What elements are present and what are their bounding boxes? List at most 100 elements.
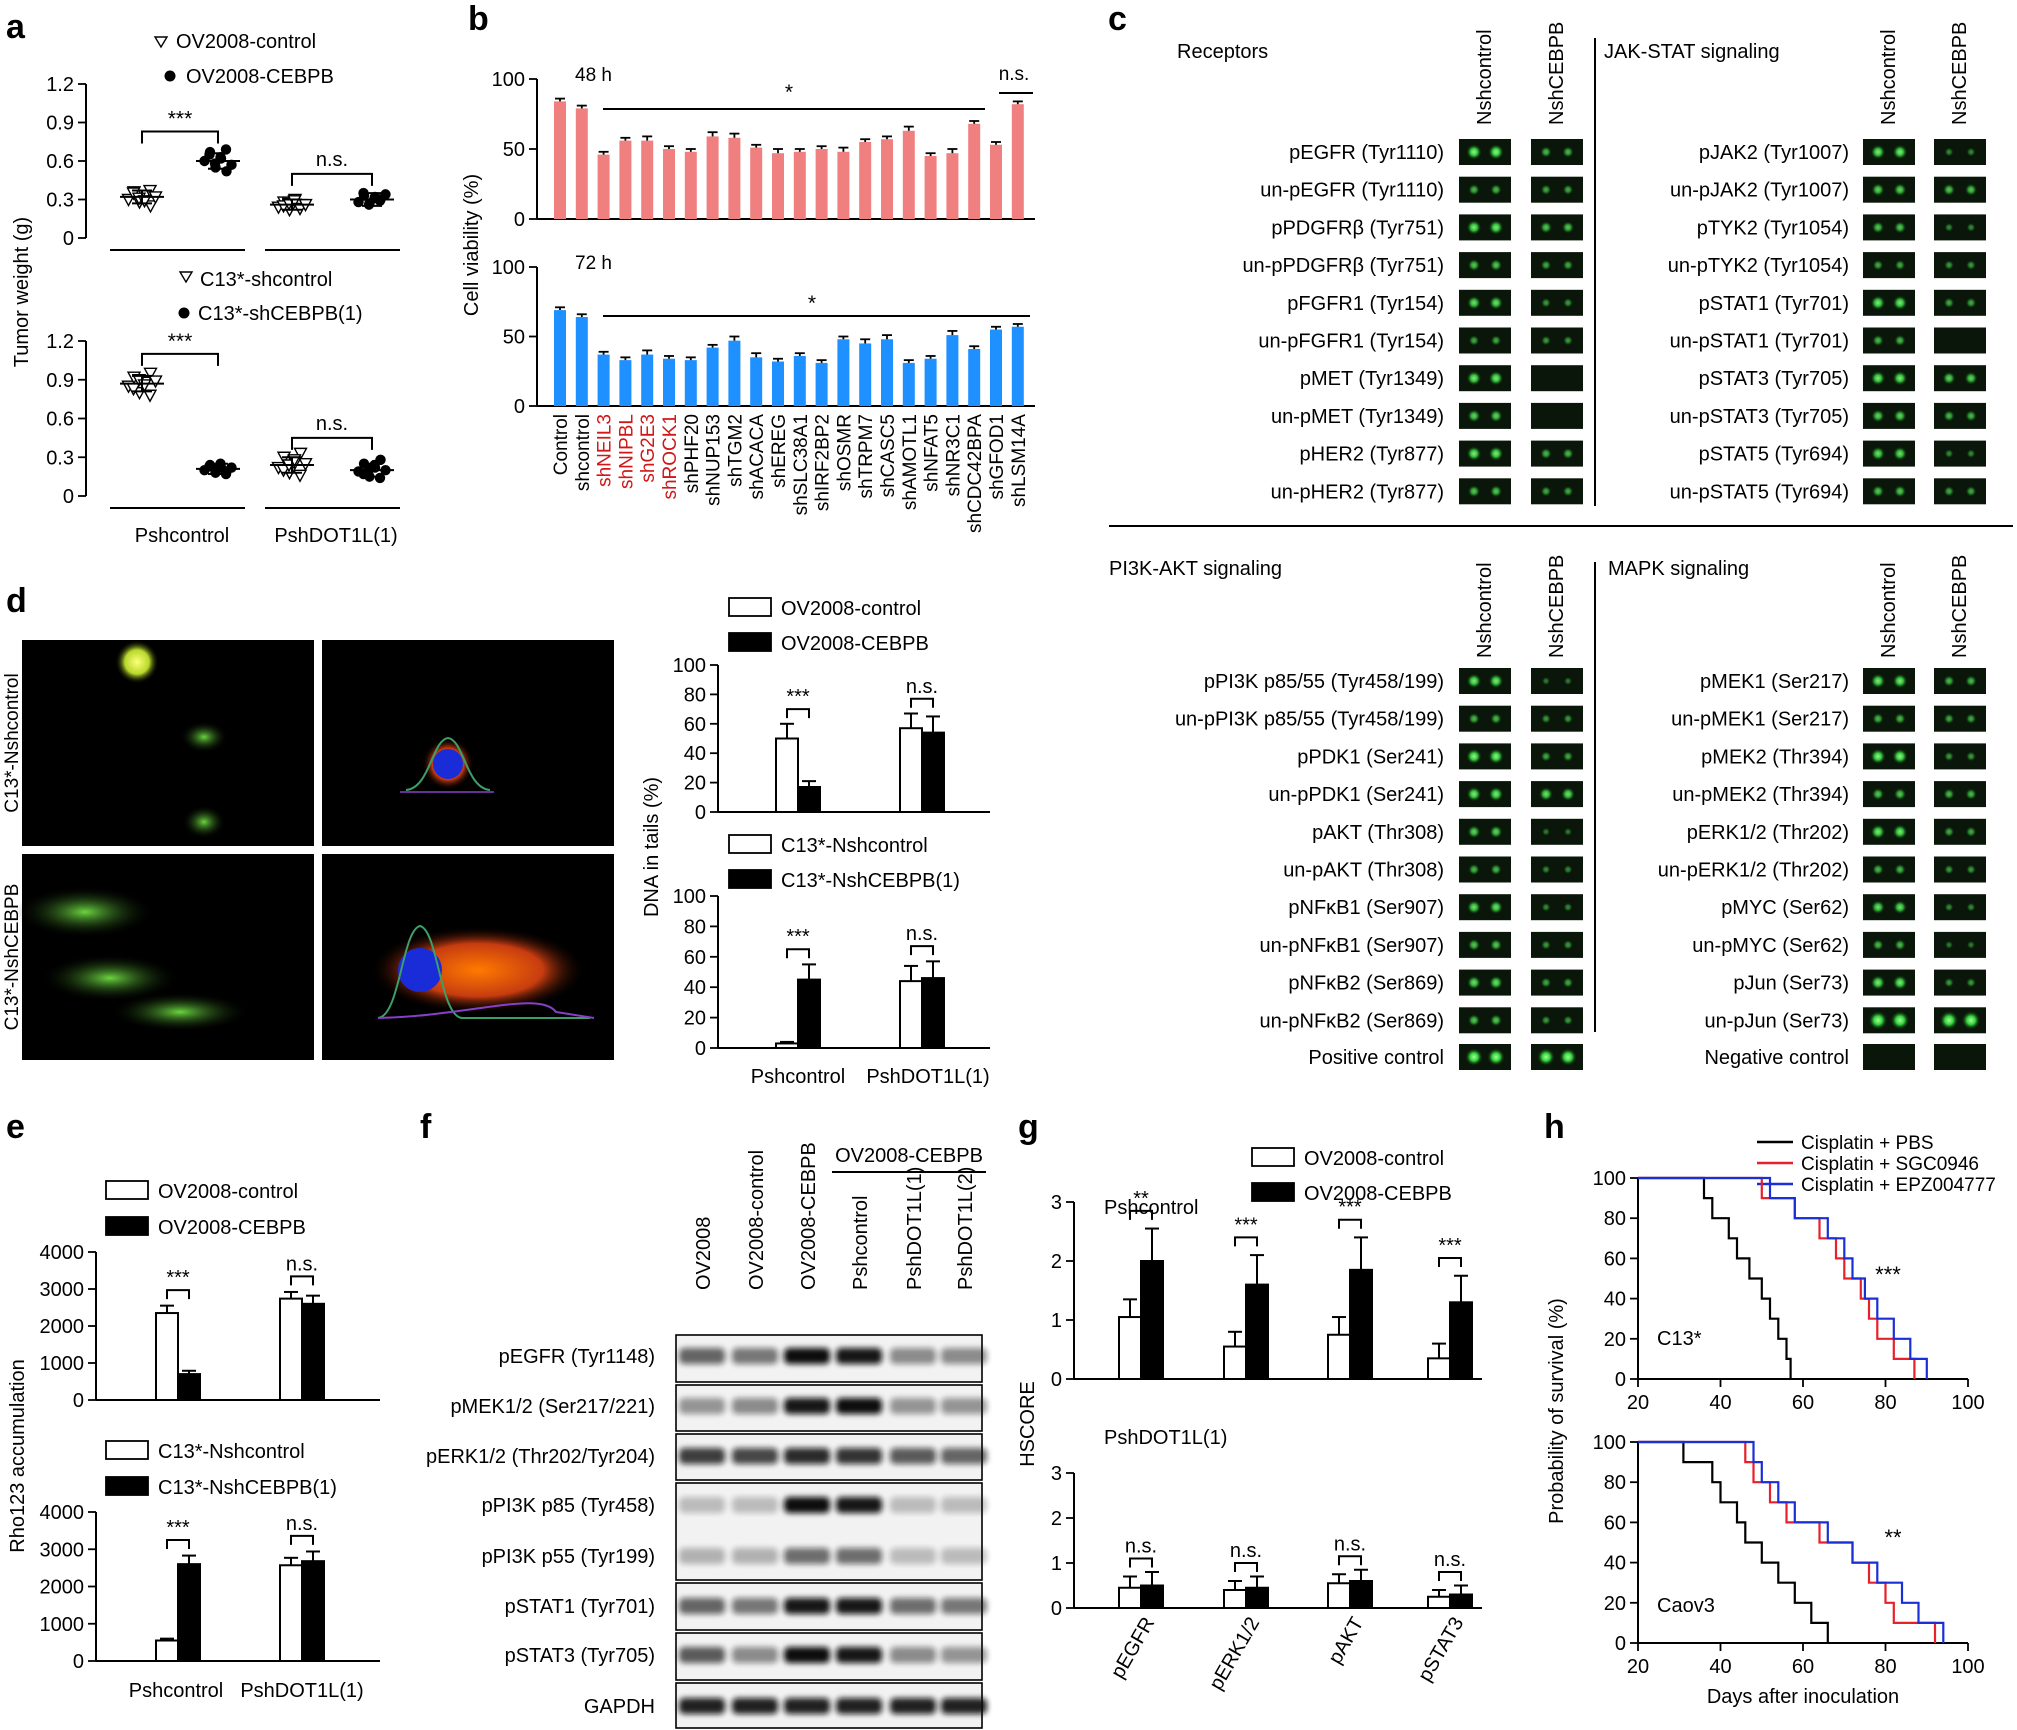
array-spot (1871, 484, 1885, 498)
array-cell (1863, 327, 1915, 354)
bar (279, 1297, 303, 1401)
bar (881, 139, 893, 219)
survival-curve (1638, 1440, 1829, 1643)
array-cell (1934, 668, 1986, 694)
array-spot (1939, 1010, 1959, 1030)
bar (1223, 1589, 1247, 1609)
x-category-label: shLSM14A (1009, 414, 1030, 507)
array-spot (1943, 977, 1955, 988)
bar (1449, 1593, 1473, 1609)
array-row-label: pNFκB2 (Ser869) (1288, 973, 1444, 995)
array-spot (1872, 863, 1884, 876)
array-spot (1488, 144, 1504, 160)
y-tick-label: 1 (1051, 1553, 1062, 1575)
blot-band (890, 1348, 936, 1364)
array-spot (1872, 938, 1884, 951)
significance-label: *** (1875, 1262, 1901, 1287)
y-tick-label: 0 (63, 486, 74, 508)
array-cell (1531, 365, 1583, 392)
array-cell (1531, 176, 1583, 203)
bar (1140, 1260, 1164, 1380)
blot-band (836, 1698, 882, 1714)
x-category-label: PshDOT1L(1) (240, 1680, 363, 1702)
bar (859, 142, 872, 219)
bar (793, 355, 806, 406)
legend-label: C13*-NshCEBPB(1) (781, 870, 960, 892)
array-spot (1489, 484, 1503, 498)
bar (706, 136, 719, 219)
blot-band (679, 1448, 725, 1464)
y-axis-label: Tumor weight (g) (11, 217, 33, 367)
array-spot (1562, 146, 1574, 158)
array-spot (1559, 1048, 1577, 1066)
array-spot (1892, 446, 1908, 461)
data-point-circle (226, 159, 237, 171)
legend-swatch (728, 632, 772, 652)
bar (775, 1042, 799, 1049)
array-spot (1870, 673, 1886, 689)
lane-label: OV2008 (693, 1217, 715, 1290)
array-spot (1540, 977, 1552, 989)
bar (619, 140, 632, 219)
data-point-circle (369, 459, 380, 471)
blot-band (732, 1398, 778, 1414)
y-tick-label: 0 (1051, 1369, 1062, 1391)
bar (575, 317, 588, 406)
array-cell (1531, 402, 1583, 429)
y-tick-label: 0 (63, 228, 74, 250)
x-category-label: pEGFR (1107, 1614, 1159, 1683)
y-tick-label: 4000 (40, 1242, 85, 1264)
significance-bracket (141, 130, 219, 144)
bar (684, 360, 697, 406)
significance-label: *** (1234, 1214, 1258, 1236)
array-spot (1488, 370, 1504, 386)
bar (750, 357, 763, 406)
bar (1140, 1584, 1164, 1609)
x-category-label: pAKT (1324, 1614, 1368, 1668)
blot-label: pMEK1/2 (Ser217/221) (450, 1396, 655, 1418)
legend-swatch (728, 834, 772, 854)
lane-label: Pshcontrol (850, 1196, 872, 1291)
column-header: NshCEBPB (1949, 555, 1971, 658)
blot-band (679, 1698, 725, 1714)
blot-band (941, 1448, 987, 1464)
x-category-label: shTGM2 (725, 414, 746, 487)
bar (1245, 1283, 1269, 1380)
array-cell (1934, 402, 1986, 429)
array-cell (1531, 931, 1583, 958)
array-cell (1531, 856, 1583, 883)
array-cell (1459, 818, 1511, 845)
array-spot (1892, 673, 1908, 689)
significance-label: n.s. (906, 923, 938, 945)
array-spot (1541, 827, 1551, 837)
bar (837, 151, 850, 219)
array-spot (1466, 446, 1482, 462)
x-tick-label: 80 (1874, 1392, 1896, 1414)
y-tick-label: 80 (684, 684, 706, 706)
y-tick-label: 40 (684, 977, 706, 999)
bar (924, 358, 937, 406)
legend-label: C13*-Nshcontrol (781, 835, 928, 857)
array-spot (1539, 221, 1553, 234)
bar (921, 731, 945, 813)
x-category-label: shAMOTL1 (900, 414, 921, 510)
blot-band (784, 1497, 830, 1513)
blot-band (941, 1497, 987, 1513)
blot-band (784, 1448, 830, 1464)
array-spot (1467, 484, 1481, 498)
array-cell (1531, 252, 1583, 279)
survival-curve (1638, 1176, 1928, 1379)
array-spot (1943, 675, 1955, 687)
array-spot (1965, 826, 1977, 838)
comet (115, 640, 159, 684)
x-category-label: shIRF2BP2 (813, 414, 834, 511)
chart-subtitle: PshDOT1L(1) (1104, 1427, 1227, 1449)
lane-label: OV2008-control (746, 1150, 768, 1290)
x-category-label: PshDOT1L(1) (274, 525, 397, 547)
array-cell (1531, 969, 1583, 996)
blot-band (784, 1647, 830, 1663)
panel-e: e 0 1000 2000 3000 4000 *** n.s. OV2008-control O… (6, 1108, 380, 1702)
positive-control-label: Positive control (1308, 1047, 1444, 1069)
array-cell (1531, 440, 1583, 467)
